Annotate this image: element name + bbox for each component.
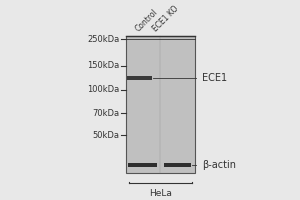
Text: 50kDa: 50kDa (92, 131, 119, 140)
Text: Control: Control (134, 7, 160, 34)
Text: 100kDa: 100kDa (87, 85, 119, 94)
Text: 150kDa: 150kDa (87, 61, 119, 70)
Bar (126, 36, 195, 173)
Text: 250kDa: 250kDa (87, 35, 119, 44)
Bar (127, 76, 152, 80)
Bar (164, 163, 191, 167)
Text: ECE1 KO: ECE1 KO (151, 4, 180, 34)
Text: 70kDa: 70kDa (92, 109, 119, 118)
Text: β-actin: β-actin (202, 160, 236, 170)
Text: HeLa: HeLa (149, 189, 172, 198)
Bar (128, 163, 157, 167)
Text: ECE1: ECE1 (202, 73, 227, 83)
